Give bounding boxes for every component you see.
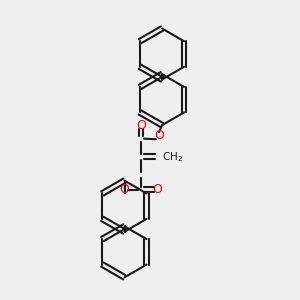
Text: O: O: [136, 119, 146, 132]
Text: CH$_2$: CH$_2$: [162, 150, 183, 164]
Text: O: O: [153, 183, 162, 196]
Text: O: O: [154, 129, 164, 142]
Text: O: O: [120, 183, 129, 196]
